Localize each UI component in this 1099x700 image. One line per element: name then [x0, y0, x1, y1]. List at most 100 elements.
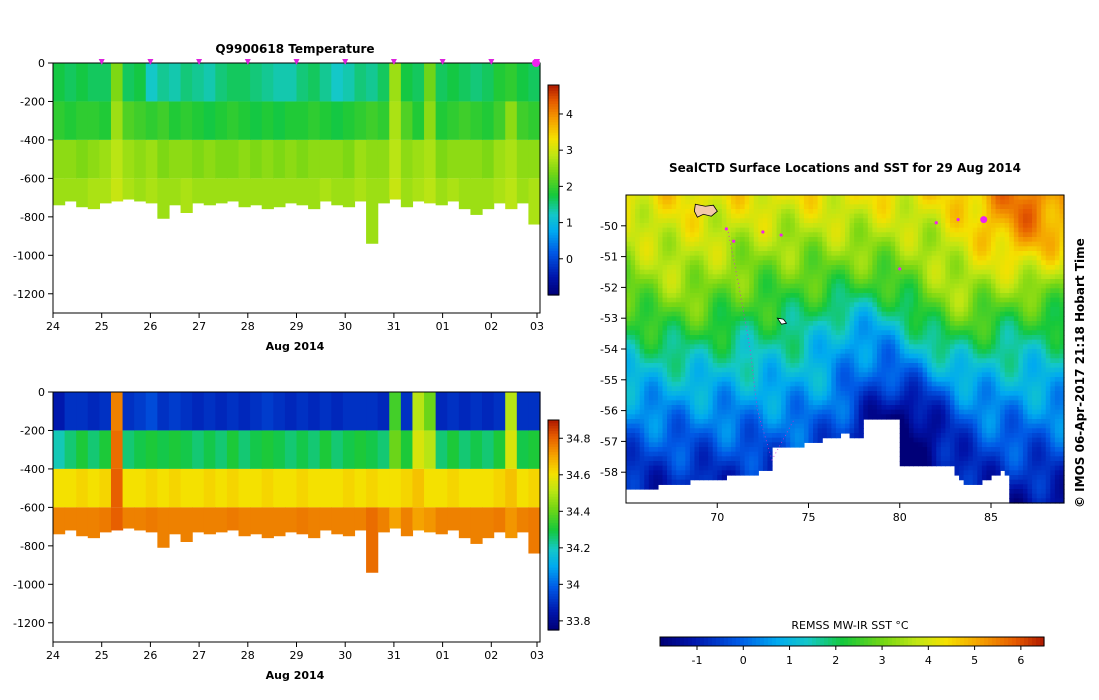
sst-cell — [689, 363, 696, 369]
sst-cell — [831, 269, 837, 275]
sst-cell — [744, 265, 750, 271]
sst-cell — [991, 255, 997, 261]
sst-cell — [758, 274, 764, 280]
sst-cell — [918, 358, 924, 364]
sst-cell — [886, 227, 892, 233]
sst-cell — [840, 204, 846, 210]
sst-cell — [808, 367, 814, 373]
sst-cell — [740, 241, 746, 247]
sst-cell — [790, 279, 796, 285]
sst-cell — [667, 232, 673, 238]
sst-cell — [886, 297, 892, 303]
sst-cell — [676, 251, 682, 257]
sst-cell — [749, 302, 755, 308]
sst-cell — [1059, 363, 1065, 369]
sst-cell — [936, 363, 942, 369]
sst-cell — [735, 237, 741, 243]
sst-cell — [899, 372, 905, 378]
sst-cell — [845, 339, 851, 345]
sst-cell — [712, 232, 718, 238]
sst-cell — [781, 288, 787, 294]
sst-cell — [977, 349, 983, 355]
sst-cell — [872, 279, 878, 285]
sst-cell — [1050, 330, 1056, 336]
sst-cell — [849, 377, 855, 383]
profile-cell — [331, 430, 344, 469]
sst-cell — [963, 260, 969, 266]
sst-cell — [936, 255, 942, 261]
sst-cell — [653, 246, 659, 252]
sst-cell — [1041, 195, 1047, 201]
sst-cell — [1045, 367, 1051, 373]
profile-column — [168, 63, 182, 206]
sst-cell — [758, 283, 764, 289]
sst-cell — [908, 255, 915, 261]
sst-cell — [890, 237, 896, 243]
sst-cell — [822, 302, 828, 308]
sst-cell — [740, 377, 746, 383]
sst-cell — [699, 223, 705, 229]
sst-cell — [867, 395, 873, 401]
sst-cell — [835, 237, 842, 243]
sst-cell — [840, 274, 846, 280]
colorbar-segment — [548, 561, 559, 565]
sst-cell — [676, 218, 682, 224]
sst-cell — [735, 274, 741, 280]
sst-cell — [949, 227, 956, 233]
sst-cell — [931, 199, 937, 205]
sst-cell — [667, 288, 673, 294]
sst-cell — [753, 274, 759, 280]
sst-cell — [803, 209, 810, 215]
sst-cell — [721, 353, 727, 359]
sst-cell — [968, 251, 974, 257]
sst-cell — [699, 213, 705, 219]
sst-cell — [708, 307, 714, 313]
sst-cell — [908, 237, 915, 243]
sst-cell — [794, 321, 800, 327]
sst-cell — [1009, 288, 1015, 294]
colorbar-segment — [548, 448, 559, 453]
sst-cell — [776, 232, 782, 238]
sst-cell — [721, 269, 727, 275]
sst-cell — [968, 330, 974, 336]
sst-cell — [1054, 316, 1061, 322]
profile-cell — [389, 468, 402, 508]
sst-cell — [676, 325, 682, 331]
sst-cell — [712, 307, 718, 313]
sst-cell — [767, 367, 773, 373]
sst-cell — [667, 199, 673, 205]
sst-cell — [808, 255, 814, 261]
profile-cell — [180, 101, 193, 140]
profile-cell — [226, 178, 240, 202]
sst-cell — [986, 293, 992, 299]
sst-cell — [799, 213, 805, 219]
sst-cell — [1018, 255, 1024, 261]
sst-cell — [740, 199, 746, 205]
sst-cell — [721, 241, 727, 247]
sst-cell — [708, 241, 714, 247]
sst-cell — [808, 391, 814, 397]
sst-cell — [626, 400, 632, 406]
sst-cell — [863, 227, 869, 233]
sst-cell — [968, 307, 974, 313]
sst-cell — [895, 237, 901, 243]
sst-cell — [845, 288, 851, 294]
profile-cell — [400, 392, 414, 431]
sst-cell — [785, 330, 791, 336]
sst-cell — [927, 223, 933, 229]
sst-cell — [671, 204, 677, 210]
sst-cell — [1022, 279, 1029, 285]
sst-cell — [635, 218, 641, 224]
sst-cell — [1000, 339, 1006, 345]
colorbar-segment — [548, 166, 559, 170]
sst-cell — [1045, 307, 1051, 313]
sst-cell — [1027, 204, 1033, 210]
sst-cell — [831, 311, 837, 317]
sst-cell — [822, 316, 828, 322]
sst-cell — [749, 353, 755, 359]
sst-cell — [1059, 367, 1065, 373]
sst-cell — [817, 330, 823, 336]
sst-cell — [680, 307, 686, 313]
sst-cell — [977, 330, 983, 336]
sst-cell — [1027, 339, 1033, 345]
